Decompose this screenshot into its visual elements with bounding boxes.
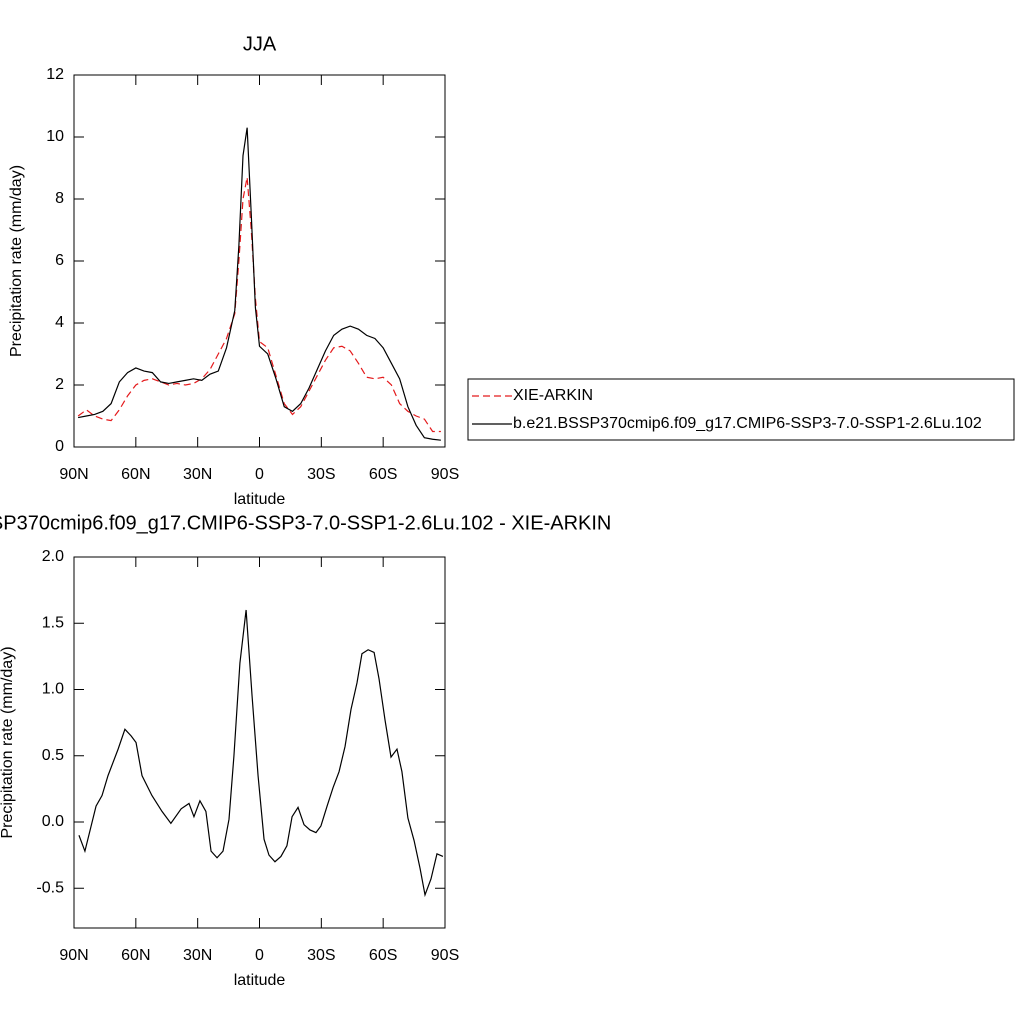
y-tick-label: 0.5 (42, 747, 64, 764)
x-tick-label: 30N (183, 466, 212, 483)
y-axis-label: Precipitation rate (mm/day) (0, 646, 16, 838)
y-tick-label: 2 (55, 376, 64, 393)
x-tick-label: 90N (59, 466, 88, 483)
x-tick-label: 60N (121, 466, 150, 483)
y-tick-label: 10 (46, 128, 64, 145)
y-tick-label: 0.0 (42, 813, 64, 830)
x-tick-label: 90S (431, 947, 459, 964)
data-line (77, 177, 441, 433)
legend-label: XIE-ARKIN (513, 387, 593, 404)
x-tick-label: 60S (369, 947, 397, 964)
legend-label: b.e21.BSSP370cmip6.f09_g17.CMIP6-SSP3-7.… (513, 415, 982, 432)
plot-frame (73, 74, 446, 448)
x-tick-label: 90N (59, 947, 88, 964)
y-tick-label: 1.5 (42, 614, 64, 631)
x-axis-label: latitude (234, 491, 286, 508)
y-tick-label: 2.0 (42, 548, 64, 565)
y-tick-label: 12 (46, 66, 64, 83)
plot-frame (73, 556, 446, 929)
y-tick-label: 1.0 (42, 681, 64, 698)
x-tick-label: 90S (431, 466, 459, 483)
legend: XIE-ARKIN b.e21.BSSP370cmip6.f09_g17.CMIP… (467, 378, 1015, 441)
x-tick-label: 30N (183, 947, 212, 964)
data-line (78, 127, 441, 441)
x-tick-label: 0 (255, 947, 264, 964)
y-axis-label: Precipitation rate (mm/day) (8, 165, 25, 357)
x-tick-label: 30S (307, 947, 335, 964)
chart-title: JJA (243, 33, 277, 55)
x-tick-label: 0 (255, 466, 264, 483)
x-axis-label: latitude (234, 972, 286, 989)
y-tick-label: 8 (55, 190, 64, 207)
legend-box (467, 378, 1015, 441)
y-tick-label: -0.5 (36, 879, 64, 896)
x-tick-label: 60S (369, 466, 397, 483)
y-tick-label: 0 (55, 438, 64, 455)
y-tick-label: 4 (55, 314, 64, 331)
data-line (78, 609, 444, 898)
y-tick-label: 6 (55, 252, 64, 269)
x-tick-label: 30S (307, 466, 335, 483)
x-tick-label: 60N (121, 947, 150, 964)
chart-title: b.e21.BSSP370cmip6.f09_g17.CMIP6-SSP3-7.… (0, 512, 611, 534)
